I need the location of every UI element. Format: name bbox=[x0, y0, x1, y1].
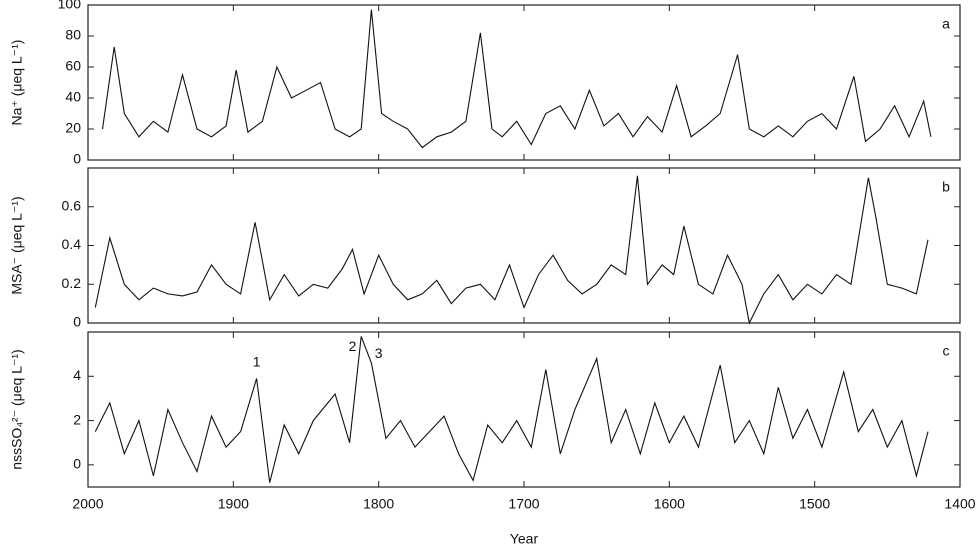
y-tick-label: 0.2 bbox=[62, 275, 82, 291]
y-tick-label: 2 bbox=[73, 411, 81, 427]
y-tick-label: 100 bbox=[58, 0, 82, 12]
x-tick-label: 1400 bbox=[944, 496, 975, 512]
y-tick-label: 0 bbox=[73, 314, 81, 330]
y-tick-label: 20 bbox=[65, 120, 81, 136]
y-tick-label: 40 bbox=[65, 89, 81, 105]
annotation: 1 bbox=[253, 354, 261, 370]
y-tick-label: 0 bbox=[73, 151, 81, 167]
y-tick-label: 0 bbox=[73, 456, 81, 472]
y-axis-label: nssSO₄²⁻ (μeq L⁻¹) bbox=[9, 349, 25, 469]
annotation: 3 bbox=[375, 345, 383, 361]
data-line bbox=[94, 175, 929, 325]
panel-label: b bbox=[942, 179, 950, 195]
y-tick-label: 0.6 bbox=[62, 197, 82, 213]
x-tick-label: 1700 bbox=[508, 496, 539, 512]
panel-label: c bbox=[943, 343, 950, 359]
x-tick-label: 1500 bbox=[799, 496, 830, 512]
y-tick-label: 4 bbox=[73, 367, 81, 383]
data-line bbox=[94, 336, 929, 483]
data-line bbox=[101, 9, 932, 149]
y-tick-label: 80 bbox=[65, 27, 81, 43]
panel-label: a bbox=[942, 16, 950, 32]
x-tick-label: 2000 bbox=[72, 496, 103, 512]
annotation: 2 bbox=[349, 338, 357, 354]
y-tick-label: 0.4 bbox=[62, 236, 82, 252]
panel-frame bbox=[87, 167, 961, 324]
x-tick-label: 1600 bbox=[654, 496, 685, 512]
x-tick-label: 1900 bbox=[218, 496, 249, 512]
y-tick-label: 60 bbox=[65, 58, 81, 74]
y-axis-label: Na⁺ (μeq L⁻¹) bbox=[9, 40, 25, 126]
panel-frame bbox=[87, 4, 961, 161]
x-axis-label: Year bbox=[510, 531, 539, 547]
x-tick-label: 1800 bbox=[363, 496, 394, 512]
panel-frame bbox=[87, 331, 961, 488]
y-axis-label: MSA⁻ (μeq L⁻¹) bbox=[9, 196, 25, 294]
